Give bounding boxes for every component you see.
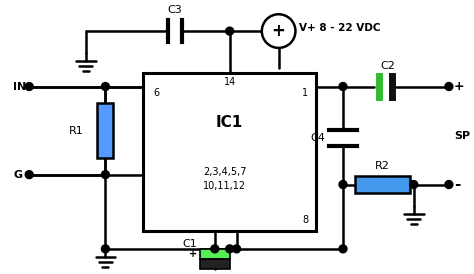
Text: C1: C1 xyxy=(182,239,197,249)
Text: R2: R2 xyxy=(375,161,390,171)
Bar xyxy=(98,103,113,158)
Circle shape xyxy=(101,171,109,179)
Circle shape xyxy=(25,82,33,90)
Bar xyxy=(143,73,316,231)
Bar xyxy=(200,259,229,269)
Text: IC1: IC1 xyxy=(216,115,243,130)
Text: G: G xyxy=(13,170,22,180)
Circle shape xyxy=(410,181,418,189)
Circle shape xyxy=(445,181,453,189)
Text: IN: IN xyxy=(13,82,27,92)
Text: +: + xyxy=(454,80,465,93)
Text: V+ 8 - 22 VDC: V+ 8 - 22 VDC xyxy=(300,23,381,33)
Text: 1: 1 xyxy=(302,89,308,98)
Text: 2,3,4,5,7: 2,3,4,5,7 xyxy=(203,167,246,177)
Circle shape xyxy=(226,245,234,253)
Circle shape xyxy=(101,245,109,253)
Text: R1: R1 xyxy=(69,125,83,136)
Circle shape xyxy=(339,181,347,189)
Circle shape xyxy=(339,245,347,253)
Text: +: + xyxy=(272,22,285,40)
Circle shape xyxy=(233,245,240,253)
Text: C3: C3 xyxy=(167,5,182,15)
Text: SP: SP xyxy=(454,130,470,141)
Text: +: + xyxy=(189,249,197,259)
Circle shape xyxy=(25,171,33,179)
Circle shape xyxy=(445,82,453,90)
Text: 10,11,12: 10,11,12 xyxy=(203,181,246,192)
Circle shape xyxy=(226,27,234,35)
Text: 6: 6 xyxy=(153,89,159,98)
Circle shape xyxy=(262,14,295,48)
Text: C2: C2 xyxy=(380,61,395,71)
Text: C4: C4 xyxy=(310,133,325,143)
Text: 14: 14 xyxy=(224,77,236,87)
Text: -: - xyxy=(454,177,460,192)
Bar xyxy=(200,249,229,259)
Text: 8: 8 xyxy=(302,215,308,225)
Bar xyxy=(356,176,410,193)
Circle shape xyxy=(339,82,347,90)
Circle shape xyxy=(211,245,219,253)
Circle shape xyxy=(101,82,109,90)
